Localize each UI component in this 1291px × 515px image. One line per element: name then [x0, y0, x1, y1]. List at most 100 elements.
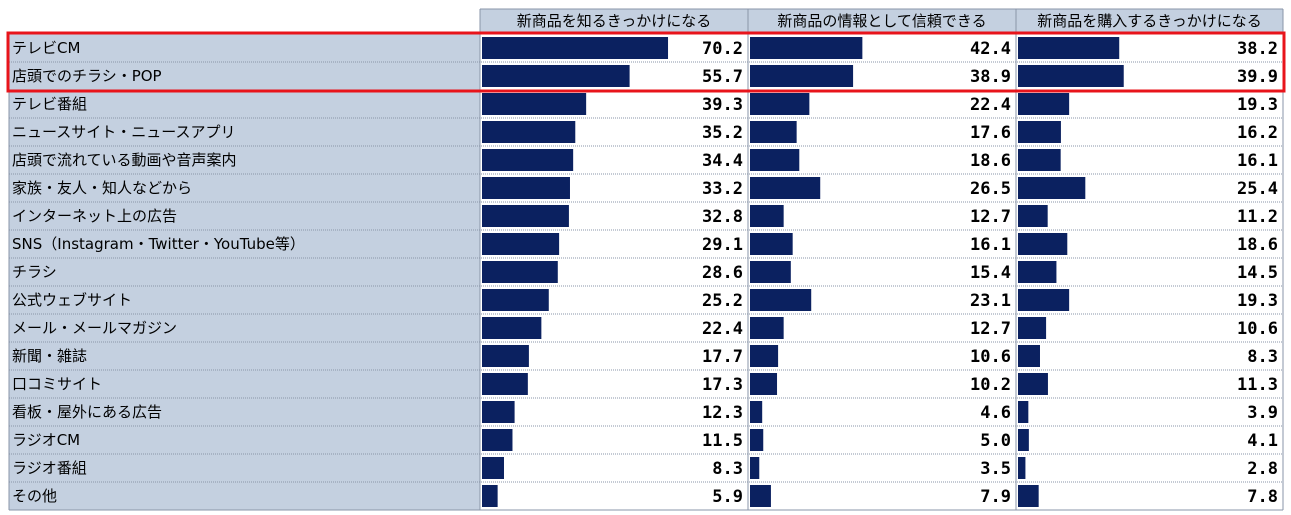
- table-row: テレビ番組 39.3 22.4 19.3: [12, 93, 1278, 115]
- header-bg-1: [748, 9, 1016, 32]
- data-label: 15.4: [970, 263, 1011, 283]
- bar: [750, 233, 793, 255]
- row-label: 店頭で流れている動画や音声案内: [12, 151, 237, 169]
- data-label: 25.2: [702, 291, 743, 311]
- bar: [750, 485, 771, 507]
- data-label: 2.8: [1247, 459, 1278, 479]
- data-label: 10.2: [970, 375, 1011, 395]
- bar: [482, 177, 570, 199]
- data-label: 11.5: [702, 431, 743, 451]
- table-row: テレビCM 70.2 42.4 38.2: [12, 37, 1278, 59]
- data-label: 8.3: [1247, 347, 1278, 367]
- bar: [1018, 457, 1026, 479]
- bar: [482, 261, 558, 283]
- bar: [482, 317, 542, 339]
- series-header-2: 新商品を購入するきっかけになる: [1037, 12, 1261, 30]
- table-row: SNS（Instagram・Twitter・YouTube等） 29.1 16.1 1…: [12, 233, 1278, 255]
- data-label: 18.6: [1237, 235, 1278, 255]
- bar: [1018, 401, 1029, 423]
- bar: [1018, 93, 1070, 115]
- bar: [750, 345, 779, 367]
- bar: [482, 373, 528, 395]
- data-label: 33.2: [702, 179, 743, 199]
- row-label: 公式ウェブサイト: [12, 291, 132, 309]
- data-label: 29.1: [702, 235, 743, 255]
- bar: [750, 373, 778, 395]
- data-label: 22.4: [970, 95, 1011, 115]
- row-label: 店頭でのチラシ・POP: [12, 67, 162, 85]
- data-label: 10.6: [1237, 319, 1278, 339]
- table-row: 新聞・雑誌 17.7 10.6 8.3: [12, 345, 1278, 367]
- data-label: 17.3: [702, 375, 743, 395]
- bar: [750, 289, 812, 311]
- bar: [750, 429, 764, 451]
- data-label: 39.9: [1237, 67, 1278, 87]
- series-header-1: 新商品の情報として信頼できる: [777, 12, 986, 30]
- table-rows: テレビCM 70.2 42.4 38.2 店頭でのチラシ・POP 55.7 38.9 39.9…: [12, 37, 1278, 507]
- highlight-rect: [6, 31, 1286, 93]
- bar: [750, 149, 800, 171]
- row-label: 看板・屋外にある広告: [12, 403, 162, 421]
- table-row: インターネット上の広告 32.8 12.7 11.2: [12, 205, 1278, 227]
- table-row: 口コミサイト 17.3 10.2 11.3: [12, 373, 1278, 395]
- row-label: ニュースサイト・ニュースアプリ: [12, 123, 236, 141]
- bar: [1018, 149, 1061, 171]
- bar: [750, 205, 784, 227]
- bar: [750, 457, 760, 479]
- data-label: 5.9: [712, 487, 743, 507]
- row-label: 新聞・雑誌: [12, 347, 87, 365]
- bar: [750, 401, 763, 423]
- data-label: 16.1: [1237, 151, 1278, 171]
- bar: [750, 37, 863, 59]
- data-label: 14.5: [1237, 263, 1278, 283]
- row-label: その他: [12, 487, 57, 505]
- data-label: 3.9: [1247, 403, 1278, 423]
- row-label: チラシ: [12, 263, 57, 281]
- data-label: 3.5: [980, 459, 1011, 479]
- table-row: 看板・屋外にある広告 12.3 4.6 3.9: [12, 401, 1278, 423]
- bar: [1018, 121, 1061, 143]
- data-label: 35.2: [702, 123, 743, 143]
- data-label: 12.7: [970, 207, 1011, 227]
- column-headers: 新商品を知るきっかけになる 新商品の情報として信頼できる 新商品を購入するきっかけに…: [517, 12, 1262, 30]
- row-label: テレビCM: [12, 39, 80, 57]
- bar: [482, 121, 576, 143]
- data-label: 7.8: [1247, 487, 1278, 507]
- bar: [482, 289, 549, 311]
- table-row: ラジオCM 11.5 5.0 4.1: [12, 429, 1278, 451]
- row-label: 家族・友人・知人などから: [12, 179, 192, 197]
- data-label: 10.6: [970, 347, 1011, 367]
- bar: [482, 205, 569, 227]
- data-label: 17.6: [970, 123, 1011, 143]
- data-label: 70.2: [702, 39, 743, 59]
- bar: [482, 345, 529, 367]
- row-label: 口コミサイト: [12, 375, 102, 393]
- data-label: 38.9: [970, 67, 1011, 87]
- bar: [750, 93, 810, 115]
- data-label: 12.3: [702, 403, 743, 423]
- bar: [482, 457, 504, 479]
- bar: [1018, 289, 1070, 311]
- data-label: 8.3: [712, 459, 743, 479]
- data-label: 34.4: [702, 151, 743, 171]
- data-label: 4.1: [1247, 431, 1278, 451]
- row-label: メール・メールマガジン: [12, 319, 177, 337]
- bar: [1018, 261, 1057, 283]
- table-row: 店頭でのチラシ・POP 55.7 38.9 39.9: [12, 65, 1278, 87]
- bar: [482, 233, 560, 255]
- data-label: 22.4: [702, 319, 743, 339]
- bar: [750, 317, 784, 339]
- data-label: 17.7: [702, 347, 743, 367]
- table-row: メール・メールマガジン 22.4 12.7 10.6: [12, 317, 1278, 339]
- bar: [482, 93, 587, 115]
- table-row: その他 5.9 7.9 7.8: [12, 485, 1278, 507]
- data-label: 38.2: [1237, 39, 1278, 59]
- label-column-background: [9, 9, 1283, 510]
- header-bg-0: [480, 9, 748, 32]
- data-label: 11.2: [1237, 207, 1278, 227]
- bar: [1018, 233, 1068, 255]
- data-label: 55.7: [702, 67, 743, 87]
- data-label: 16.1: [970, 235, 1011, 255]
- bar: [1018, 65, 1124, 87]
